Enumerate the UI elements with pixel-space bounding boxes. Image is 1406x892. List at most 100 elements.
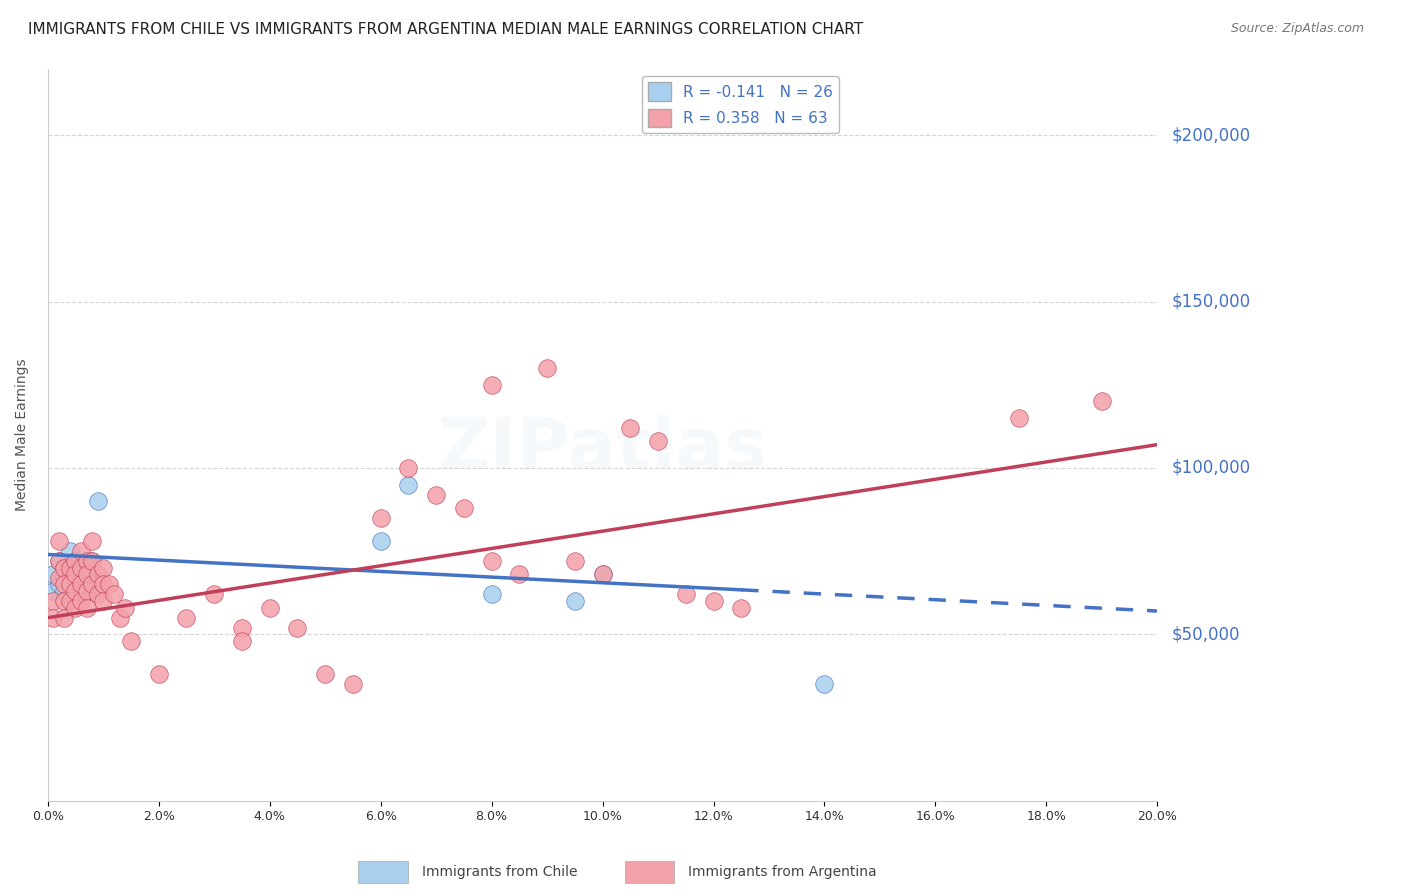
Point <box>65 554 87 568</box>
Point <box>86 494 108 508</box>
Point <box>42 584 65 599</box>
Point <box>396 461 419 475</box>
Point <box>53 610 76 624</box>
Point <box>231 621 253 635</box>
Point <box>70 594 93 608</box>
Point <box>91 577 114 591</box>
Point <box>176 610 198 624</box>
Text: $150,000: $150,000 <box>1171 293 1250 310</box>
Point <box>65 571 87 585</box>
Text: $100,000: $100,000 <box>1171 458 1250 477</box>
Point <box>82 534 104 549</box>
Point <box>453 500 475 515</box>
Point <box>813 677 835 691</box>
Point <box>53 571 76 585</box>
Point <box>59 567 82 582</box>
Point <box>730 600 752 615</box>
Point <box>202 587 225 601</box>
Text: Immigrants from Chile: Immigrants from Chile <box>422 865 578 879</box>
Text: ZIPatlas: ZIPatlas <box>437 415 768 483</box>
Text: Source: ZipAtlas.com: Source: ZipAtlas.com <box>1230 22 1364 36</box>
Point <box>564 594 586 608</box>
Point <box>342 677 364 691</box>
Point <box>114 600 136 615</box>
Point <box>48 554 70 568</box>
Point <box>592 567 614 582</box>
Point <box>508 567 530 582</box>
Point <box>76 600 98 615</box>
Point <box>91 594 114 608</box>
Point <box>481 377 503 392</box>
Point <box>65 600 87 615</box>
Point <box>647 434 669 449</box>
Point <box>59 561 82 575</box>
Point <box>76 567 98 582</box>
Point <box>76 584 98 599</box>
Point <box>76 567 98 582</box>
Point <box>370 511 392 525</box>
Point <box>82 577 104 591</box>
Point <box>287 621 309 635</box>
Point <box>48 534 70 549</box>
Point <box>1008 411 1031 425</box>
Point <box>48 571 70 585</box>
Point <box>82 554 104 568</box>
Point <box>103 587 125 601</box>
Point <box>148 667 170 681</box>
Text: IMMIGRANTS FROM CHILE VS IMMIGRANTS FROM ARGENTINA MEDIAN MALE EARNINGS CORRELAT: IMMIGRANTS FROM CHILE VS IMMIGRANTS FROM… <box>28 22 863 37</box>
Point <box>76 554 98 568</box>
Point <box>53 584 76 599</box>
Text: Immigrants from Argentina: Immigrants from Argentina <box>688 865 877 879</box>
Point <box>370 534 392 549</box>
Point <box>65 567 87 582</box>
Point <box>70 561 93 575</box>
Point <box>592 567 614 582</box>
Point <box>59 581 82 595</box>
Point <box>70 577 93 591</box>
Point <box>70 544 93 558</box>
Point <box>42 610 65 624</box>
Point <box>59 544 82 558</box>
Point <box>481 554 503 568</box>
Point <box>86 567 108 582</box>
Point <box>91 561 114 575</box>
Point <box>48 577 70 591</box>
Point <box>675 587 697 601</box>
Legend: R = -0.141   N = 26, R = 0.358   N = 63: R = -0.141 N = 26, R = 0.358 N = 63 <box>641 76 839 133</box>
Point <box>65 554 87 568</box>
Text: $200,000: $200,000 <box>1171 126 1250 145</box>
Point <box>42 567 65 582</box>
Point <box>70 561 93 575</box>
Point <box>396 477 419 491</box>
Point <box>425 487 447 501</box>
Point <box>702 594 724 608</box>
Point <box>120 634 142 648</box>
Point <box>481 587 503 601</box>
Point <box>259 600 281 615</box>
Point <box>48 554 70 568</box>
Point <box>53 577 76 591</box>
Point <box>65 584 87 599</box>
Point <box>1091 394 1114 409</box>
Point <box>314 667 336 681</box>
Point <box>53 561 76 575</box>
Point <box>536 361 558 376</box>
Point <box>86 587 108 601</box>
Point <box>108 610 131 624</box>
Point <box>619 421 641 435</box>
Point <box>53 594 76 608</box>
Point <box>53 561 76 575</box>
Point <box>82 554 104 568</box>
Point <box>231 634 253 648</box>
Point <box>76 584 98 599</box>
Point <box>564 554 586 568</box>
Y-axis label: Median Male Earnings: Median Male Earnings <box>15 359 30 511</box>
Point <box>97 577 120 591</box>
Point <box>65 587 87 601</box>
Point <box>42 594 65 608</box>
Point <box>70 577 93 591</box>
Text: $50,000: $50,000 <box>1171 625 1240 643</box>
Point <box>59 577 82 591</box>
Point <box>82 577 104 591</box>
Point <box>59 594 82 608</box>
